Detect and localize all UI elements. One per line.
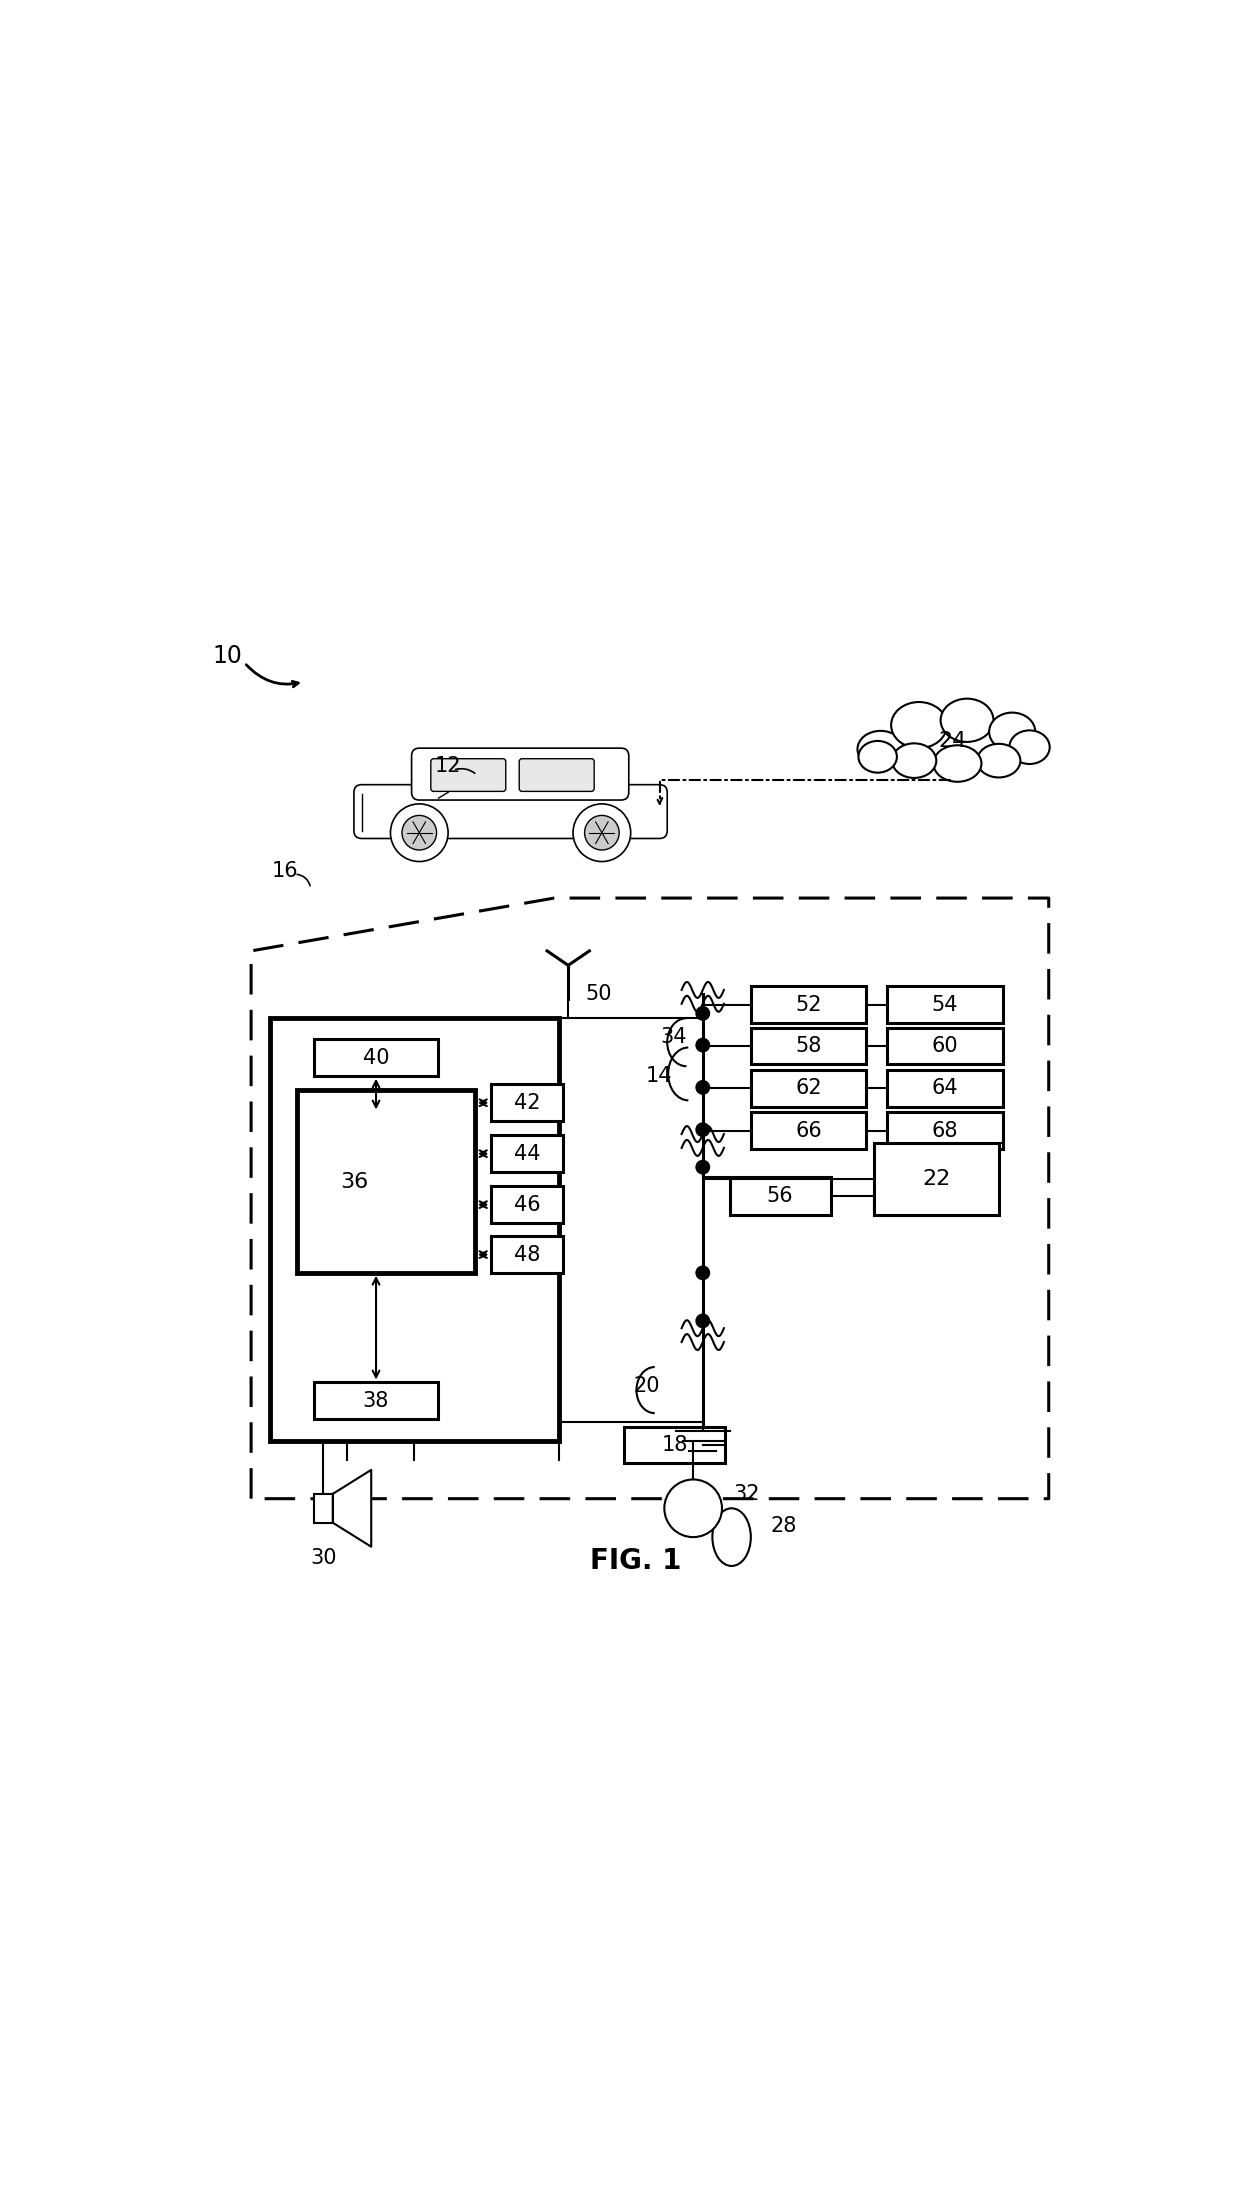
Text: 16: 16 (272, 861, 298, 881)
Circle shape (696, 1081, 709, 1094)
FancyBboxPatch shape (624, 1426, 725, 1463)
Text: 28: 28 (770, 1516, 796, 1536)
Text: 46: 46 (515, 1195, 541, 1215)
Text: 22: 22 (923, 1169, 950, 1189)
Text: 60: 60 (931, 1037, 959, 1057)
Ellipse shape (712, 1509, 751, 1566)
Text: 64: 64 (931, 1079, 959, 1098)
Circle shape (402, 815, 436, 850)
Ellipse shape (977, 745, 1021, 778)
FancyBboxPatch shape (491, 1085, 563, 1120)
Ellipse shape (892, 743, 936, 778)
Text: 32: 32 (734, 1483, 760, 1505)
Ellipse shape (858, 732, 904, 767)
FancyBboxPatch shape (430, 758, 506, 791)
Circle shape (676, 1492, 711, 1525)
FancyBboxPatch shape (888, 1112, 1003, 1149)
Text: 50: 50 (585, 984, 613, 1004)
FancyBboxPatch shape (412, 749, 629, 800)
Circle shape (696, 1265, 709, 1279)
Text: 44: 44 (515, 1145, 541, 1164)
FancyBboxPatch shape (729, 1178, 831, 1215)
Text: 24: 24 (939, 732, 967, 751)
Circle shape (696, 1160, 709, 1173)
FancyBboxPatch shape (491, 1186, 563, 1224)
FancyBboxPatch shape (751, 1112, 866, 1149)
FancyBboxPatch shape (888, 1070, 1003, 1107)
FancyBboxPatch shape (314, 1494, 332, 1523)
Ellipse shape (1009, 729, 1050, 765)
FancyBboxPatch shape (751, 1028, 866, 1063)
Circle shape (584, 815, 619, 850)
FancyBboxPatch shape (314, 1382, 439, 1419)
Text: 54: 54 (931, 995, 959, 1015)
FancyBboxPatch shape (888, 986, 1003, 1024)
Text: 12: 12 (435, 756, 461, 776)
Text: 38: 38 (363, 1391, 389, 1410)
Ellipse shape (870, 703, 1034, 780)
Text: 66: 66 (795, 1120, 822, 1140)
Text: 18: 18 (661, 1435, 688, 1454)
Text: 58: 58 (795, 1037, 822, 1057)
Circle shape (665, 1479, 722, 1538)
FancyBboxPatch shape (751, 986, 866, 1024)
Text: 62: 62 (795, 1079, 822, 1098)
Text: 14: 14 (646, 1066, 672, 1085)
FancyBboxPatch shape (491, 1136, 563, 1171)
Ellipse shape (858, 740, 897, 773)
Circle shape (391, 804, 448, 861)
Text: 20: 20 (634, 1375, 660, 1397)
Ellipse shape (990, 712, 1035, 751)
FancyBboxPatch shape (270, 1017, 558, 1441)
FancyBboxPatch shape (888, 1028, 1003, 1063)
Text: 36: 36 (340, 1171, 368, 1191)
FancyBboxPatch shape (874, 1142, 998, 1215)
FancyBboxPatch shape (353, 784, 667, 839)
FancyBboxPatch shape (298, 1090, 475, 1272)
FancyBboxPatch shape (314, 1039, 439, 1077)
Text: 30: 30 (310, 1549, 336, 1569)
Text: FIG. 1: FIG. 1 (590, 1547, 681, 1575)
Circle shape (696, 1006, 709, 1019)
Circle shape (573, 804, 631, 861)
Circle shape (686, 1501, 701, 1516)
Text: 52: 52 (795, 995, 822, 1015)
Text: 48: 48 (515, 1244, 541, 1265)
Circle shape (696, 1314, 709, 1327)
FancyBboxPatch shape (520, 758, 594, 791)
Ellipse shape (892, 703, 947, 749)
Circle shape (696, 1123, 709, 1136)
Ellipse shape (934, 745, 982, 782)
FancyBboxPatch shape (491, 1237, 563, 1272)
Text: 40: 40 (363, 1048, 389, 1068)
Text: 56: 56 (766, 1186, 794, 1206)
Polygon shape (332, 1470, 371, 1547)
Text: 34: 34 (661, 1028, 687, 1048)
Circle shape (696, 1039, 709, 1052)
Text: 10: 10 (212, 644, 242, 668)
FancyBboxPatch shape (751, 1070, 866, 1107)
Text: 42: 42 (515, 1092, 541, 1112)
Text: 68: 68 (931, 1120, 959, 1140)
Ellipse shape (941, 699, 993, 743)
